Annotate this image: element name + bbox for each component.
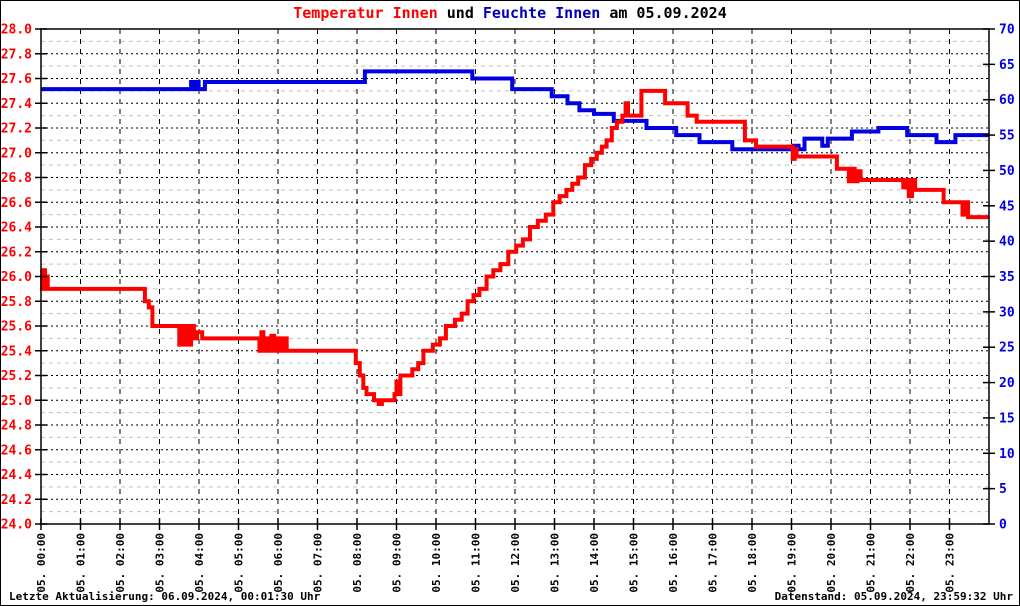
x-axis-tick-label: 05. 16:00	[667, 533, 680, 593]
y-left-tick-label: 25.8	[1, 295, 32, 310]
x-axis-tick-label: 05. 23:00	[944, 533, 957, 593]
x-axis-tick-label: 05. 14:00	[588, 533, 601, 593]
x-axis-tick-label: 05. 11:00	[470, 533, 483, 593]
y-right-tick-label: 0	[999, 518, 1007, 533]
title-humidity: Feuchte Innen	[482, 4, 601, 22]
y-left-tick-label: 27.2	[1, 122, 32, 137]
x-axis-tick-label: 05. 05:00	[233, 533, 246, 593]
y-left-tick-label: 25.6	[1, 320, 32, 335]
y-left-tick-label: 27.8	[1, 47, 32, 62]
x-axis-tick-label: 05. 09:00	[391, 533, 404, 593]
x-axis-tick-label: 05. 19:00	[786, 533, 799, 593]
y-right-tick-label: 15	[999, 411, 1015, 426]
title-conjunction: und	[437, 4, 483, 22]
y-left-tick-label: 24.0	[1, 518, 32, 533]
y-left-tick-label: 25.2	[1, 369, 32, 384]
title-date: am 05.09.2024	[600, 4, 727, 22]
x-axis-tick-label: 05. 15:00	[628, 533, 641, 593]
x-axis-tick-label: 05. 08:00	[351, 533, 364, 593]
y-left-tick-label: 26.0	[1, 270, 32, 285]
x-axis-tick-label: 05. 13:00	[549, 533, 562, 593]
y-right-tick-label: 55	[999, 129, 1015, 144]
x-axis-tick-label: 05. 20:00	[825, 533, 838, 593]
x-axis-tick-label: 05. 18:00	[746, 533, 759, 593]
y-left-tick-label: 24.8	[1, 419, 32, 434]
y-left-tick-label: 26.2	[1, 245, 32, 260]
y-left-tick-label: 26.4	[1, 221, 32, 236]
y-right-tick-label: 25	[999, 341, 1015, 356]
y-left-tick-label: 25.4	[1, 344, 32, 359]
y-right-tick-label: 10	[999, 447, 1015, 462]
y-right-tick-label: 50	[999, 164, 1015, 179]
y-right-tick-label: 45	[999, 199, 1015, 214]
title-temperature: Temperatur Innen	[293, 4, 438, 22]
x-axis-tick-label: 05. 21:00	[865, 533, 878, 593]
x-axis-tick-label: 05. 03:00	[154, 533, 167, 593]
y-left-tick-label: 27.6	[1, 72, 32, 87]
y-left-tick-label: 24.2	[1, 493, 32, 508]
y-left-tick-label: 25.0	[1, 394, 32, 409]
humidity-line	[41, 69, 989, 152]
x-axis-tick-label: 05. 22:00	[904, 533, 917, 593]
y-right-tick-label: 40	[999, 235, 1015, 250]
y-left-tick-label: 26.6	[1, 196, 32, 211]
y-left-tick-label: 24.4	[1, 468, 32, 483]
x-axis-tick-label: 05. 06:00	[272, 533, 285, 593]
x-axis-tick-label: 05. 04:00	[193, 533, 206, 593]
data-timestamp-text: Datenstand: 05.09.2024, 23:59:32 Uhr	[774, 590, 1013, 603]
y-left-tick-label: 27.0	[1, 146, 32, 161]
temperature-line	[40, 88, 989, 406]
y-left-tick-label: 24.6	[1, 443, 32, 458]
y-right-tick-label: 60	[999, 93, 1015, 108]
y-left-tick-label: 28.0	[1, 23, 32, 38]
x-axis-tick-label: 05. 17:00	[707, 533, 720, 593]
y-right-tick-label: 20	[999, 376, 1015, 391]
y-right-tick-label: 30	[999, 305, 1015, 320]
x-axis-tick-label: 05. 12:00	[509, 533, 522, 593]
last-update-text: Letzte Aktualisierung: 06.09.2024, 00:01…	[9, 590, 321, 603]
chart-title: Temperatur Innen und Feuchte Innen am 05…	[1, 4, 1019, 22]
y-right-tick-label: 65	[999, 58, 1015, 73]
x-axis-tick-label: 05. 02:00	[114, 533, 127, 593]
y-right-tick-label: 70	[999, 23, 1015, 38]
x-axis-tick-label: 05. 00:00	[35, 533, 48, 593]
y-left-tick-label: 26.8	[1, 171, 32, 186]
y-left-tick-label: 27.4	[1, 97, 32, 112]
y-right-tick-label: 5	[999, 482, 1007, 497]
y-right-tick-label: 35	[999, 270, 1015, 285]
x-axis-tick-label: 05. 10:00	[430, 533, 443, 593]
x-axis-tick-label: 05. 01:00	[75, 533, 88, 593]
x-axis-tick-label: 05. 07:00	[312, 533, 325, 593]
